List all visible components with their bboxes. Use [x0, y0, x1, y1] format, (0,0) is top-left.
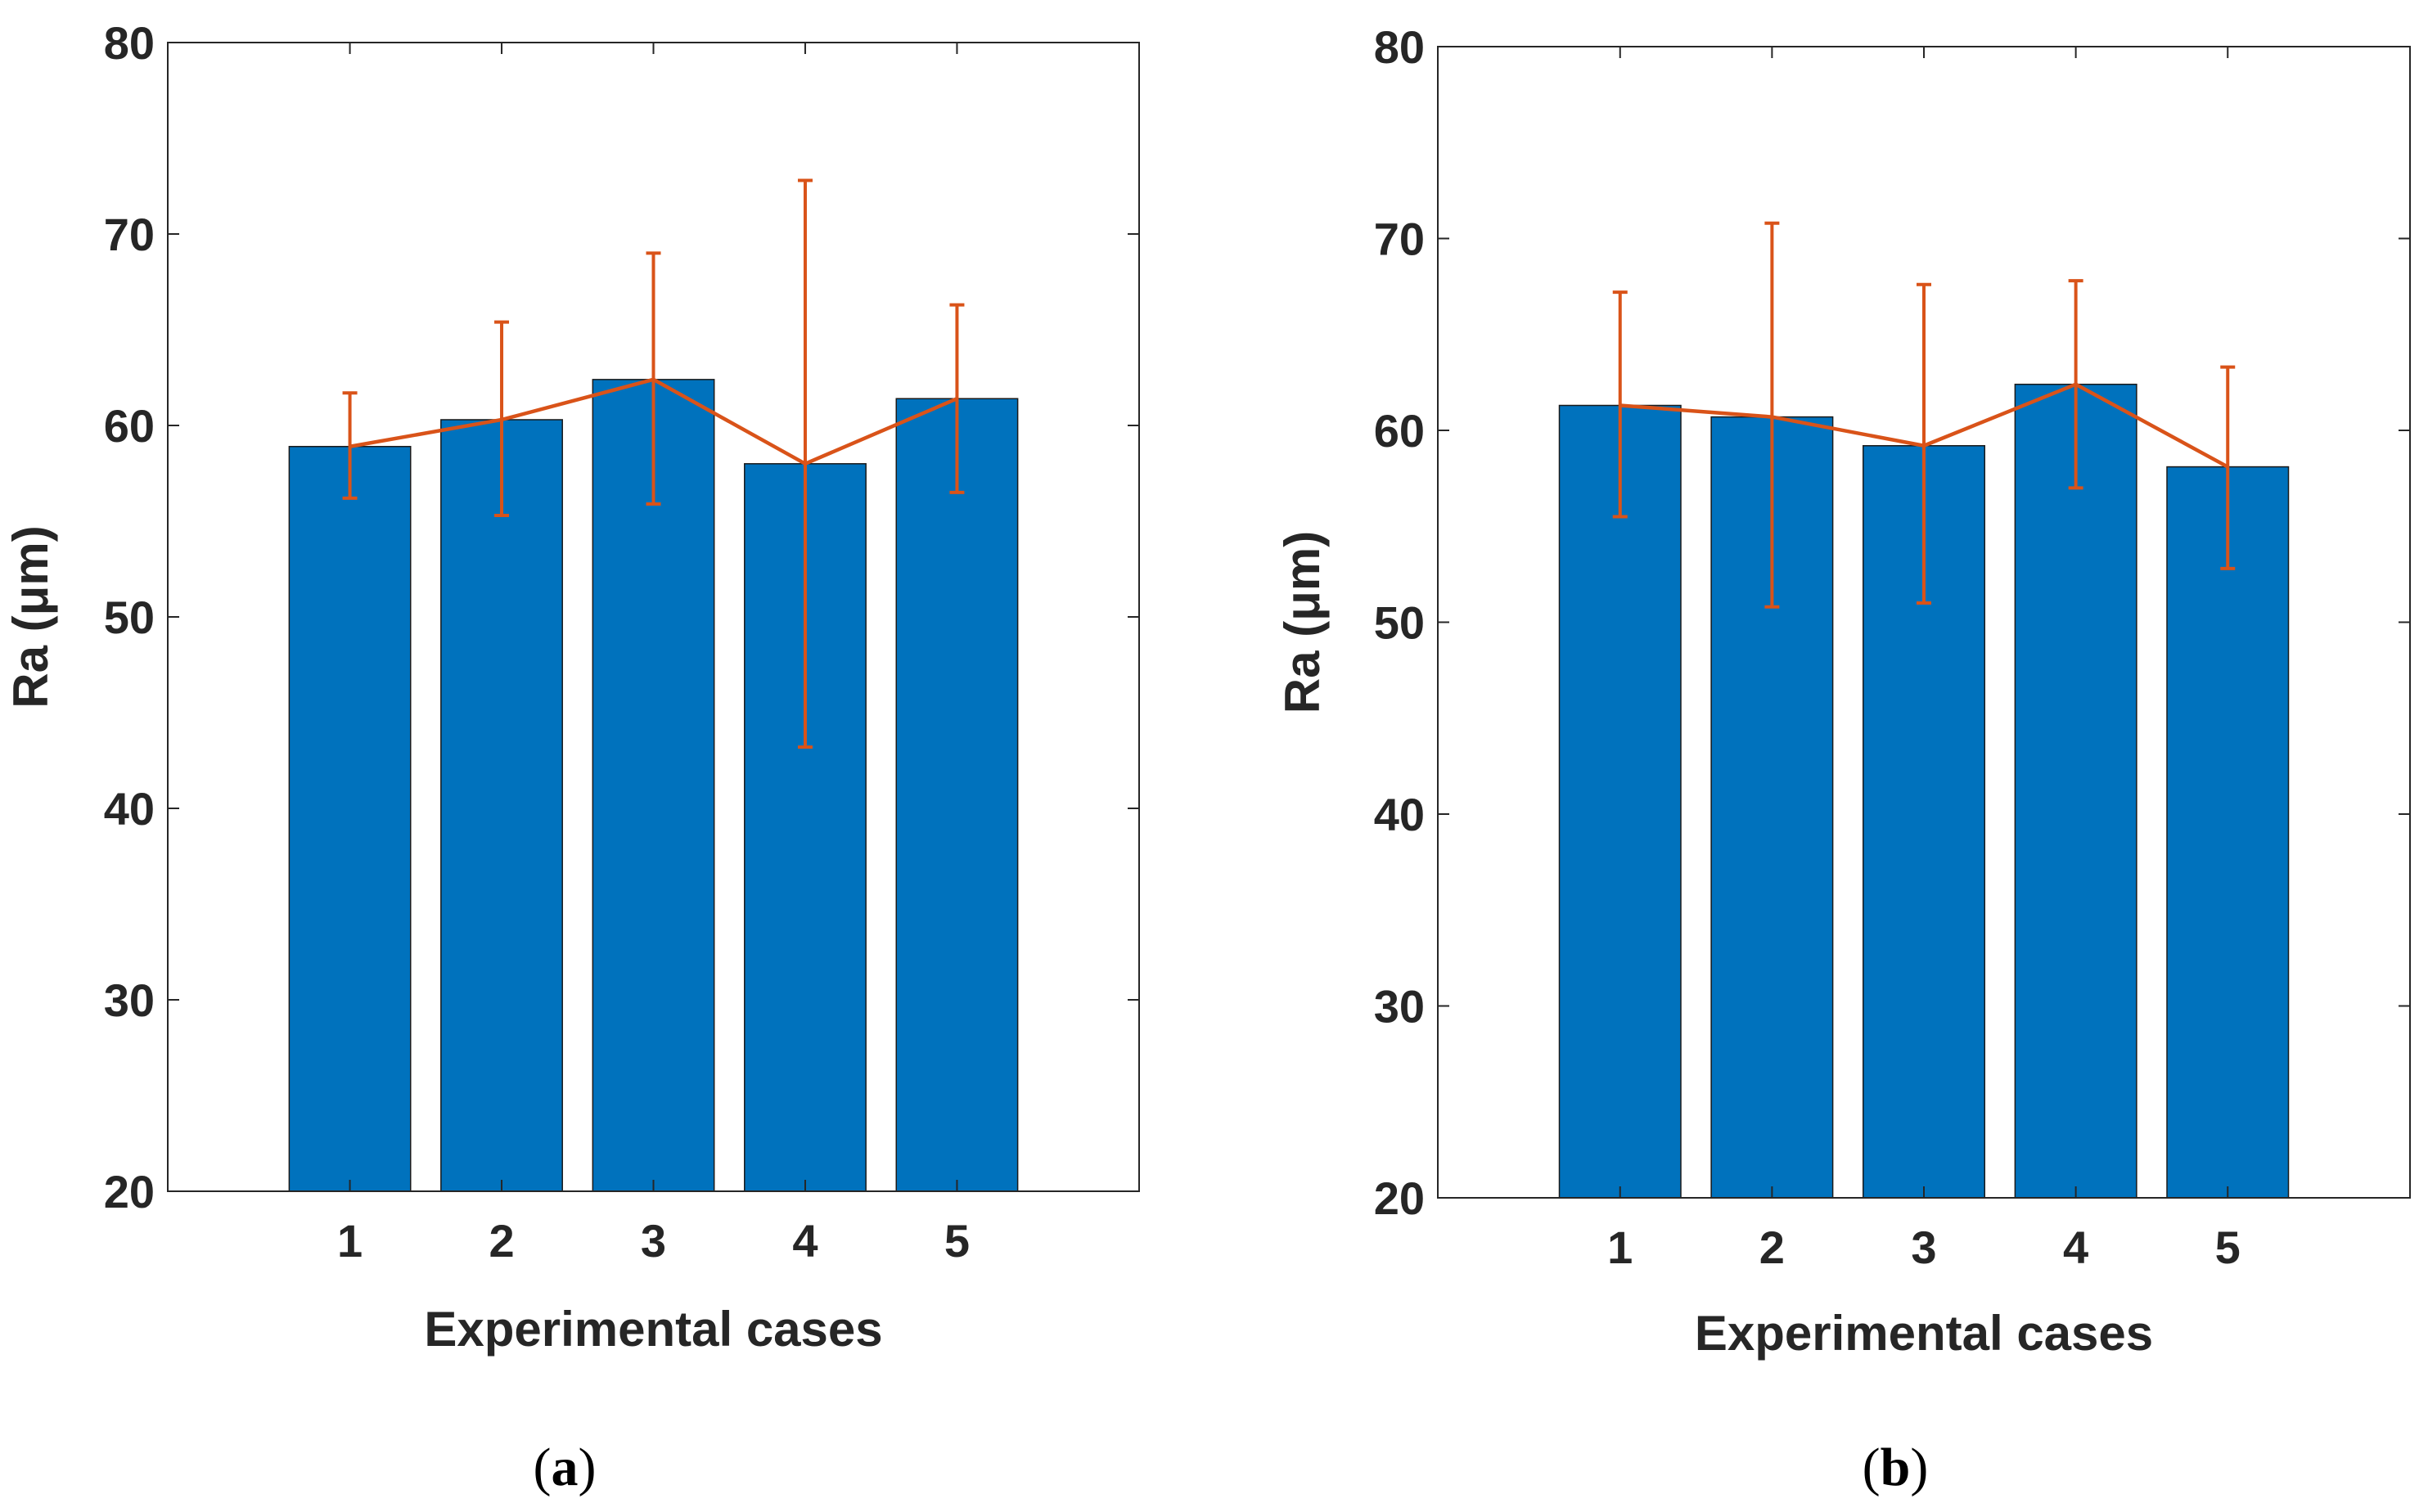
bars-group — [288, 379, 1019, 1192]
axes-group: 20 30 40 50 60 70 80 1 2 3 4 5 — [104, 17, 1140, 1267]
bar — [2166, 466, 2290, 1199]
y-tick-label: 30 — [1374, 981, 1425, 1033]
x-tick-label: 4 — [2063, 1222, 2088, 1273]
x-tick-label: 2 — [489, 1215, 514, 1267]
bar — [592, 379, 715, 1192]
x-tick-label: 3 — [641, 1215, 666, 1267]
y-tick-label: 40 — [1374, 789, 1425, 840]
y-tick-label: 50 — [1374, 597, 1425, 649]
chart-panel-b: 20 30 40 50 60 70 80 1 2 3 4 5 Experimental cases R… — [1275, 21, 2411, 1497]
bar — [1558, 404, 1682, 1199]
y-axis-label: Ra (μm) — [3, 525, 58, 708]
x-axis-label: Experimental cases — [424, 1302, 882, 1357]
y-tick-label: 80 — [104, 17, 155, 69]
y-tick-label: 30 — [104, 974, 155, 1026]
y-axis-label: Ra (μm) — [1275, 531, 1330, 713]
y-tick-label: 20 — [104, 1166, 155, 1217]
panel-label: (a) — [534, 1438, 597, 1497]
x-tick-label: 5 — [944, 1215, 970, 1267]
x-tick-label: 1 — [1607, 1222, 1633, 1273]
chart-panel-a: 20 30 40 50 60 70 80 1 2 3 4 5 Experimental cases R… — [3, 17, 1140, 1497]
panel-label-letter: b — [1881, 1438, 1911, 1497]
x-tick-label: 3 — [1911, 1222, 1936, 1273]
x-axis-label: Experimental cases — [1695, 1306, 2153, 1361]
y-tick-label: 80 — [1374, 21, 1425, 73]
x-tick-label: 5 — [2215, 1222, 2241, 1273]
y-tick-label: 70 — [1374, 214, 1425, 265]
bar — [288, 445, 412, 1192]
y-tick-label: 20 — [1374, 1172, 1425, 1224]
bar — [440, 419, 563, 1192]
y-tick-label: 40 — [104, 783, 155, 835]
error-bars-group — [1612, 221, 2236, 609]
axes-group: 20 30 40 50 60 70 80 1 2 3 4 5 — [1374, 21, 2411, 1273]
x-tick-label: 1 — [337, 1215, 363, 1267]
error-bars-group — [342, 178, 965, 749]
y-tick-label: 70 — [104, 209, 155, 260]
panel-label-letter: a — [552, 1438, 579, 1497]
bar — [2014, 383, 2137, 1199]
y-tick-label: 50 — [104, 592, 155, 643]
bar — [895, 398, 1019, 1192]
y-tick-label: 60 — [1374, 405, 1425, 457]
y-tick-label: 60 — [104, 400, 155, 452]
x-tick-label: 2 — [1759, 1222, 1785, 1273]
x-tick-label: 4 — [792, 1215, 818, 1267]
panel-label: (b) — [1863, 1438, 1929, 1497]
